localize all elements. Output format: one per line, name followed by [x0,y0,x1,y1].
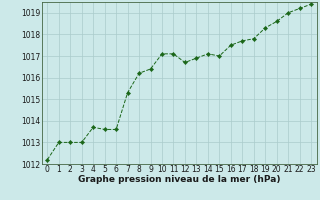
X-axis label: Graphe pression niveau de la mer (hPa): Graphe pression niveau de la mer (hPa) [78,175,280,184]
